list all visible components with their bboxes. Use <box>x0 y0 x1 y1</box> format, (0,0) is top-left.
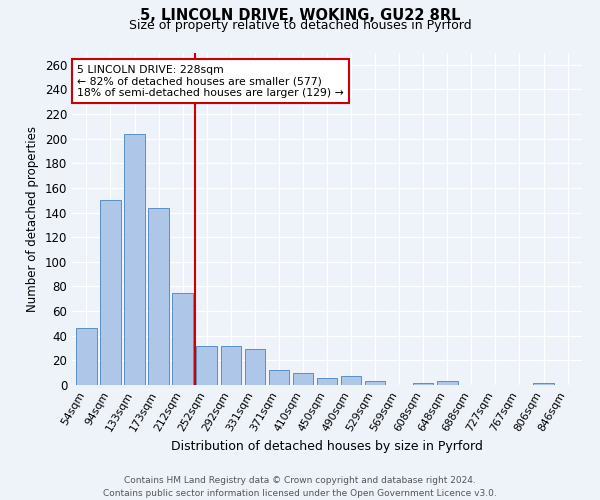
Bar <box>437 382 458 385</box>
Bar <box>148 208 169 385</box>
Bar <box>172 292 193 385</box>
Bar <box>317 378 337 385</box>
Bar <box>365 382 385 385</box>
Bar <box>533 382 554 385</box>
X-axis label: Distribution of detached houses by size in Pyrford: Distribution of detached houses by size … <box>171 440 483 453</box>
Bar <box>341 376 361 385</box>
Bar <box>196 346 217 385</box>
Bar <box>221 346 241 385</box>
Bar <box>124 134 145 385</box>
Text: Contains HM Land Registry data © Crown copyright and database right 2024.
Contai: Contains HM Land Registry data © Crown c… <box>103 476 497 498</box>
Bar <box>100 200 121 385</box>
Y-axis label: Number of detached properties: Number of detached properties <box>26 126 39 312</box>
Bar <box>269 370 289 385</box>
Bar <box>293 372 313 385</box>
Bar <box>245 350 265 385</box>
Text: 5, LINCOLN DRIVE, WOKING, GU22 8RL: 5, LINCOLN DRIVE, WOKING, GU22 8RL <box>140 8 460 22</box>
Bar <box>413 382 433 385</box>
Text: Size of property relative to detached houses in Pyrford: Size of property relative to detached ho… <box>128 19 472 32</box>
Bar <box>76 328 97 385</box>
Text: 5 LINCOLN DRIVE: 228sqm
← 82% of detached houses are smaller (577)
18% of semi-d: 5 LINCOLN DRIVE: 228sqm ← 82% of detache… <box>77 65 344 98</box>
